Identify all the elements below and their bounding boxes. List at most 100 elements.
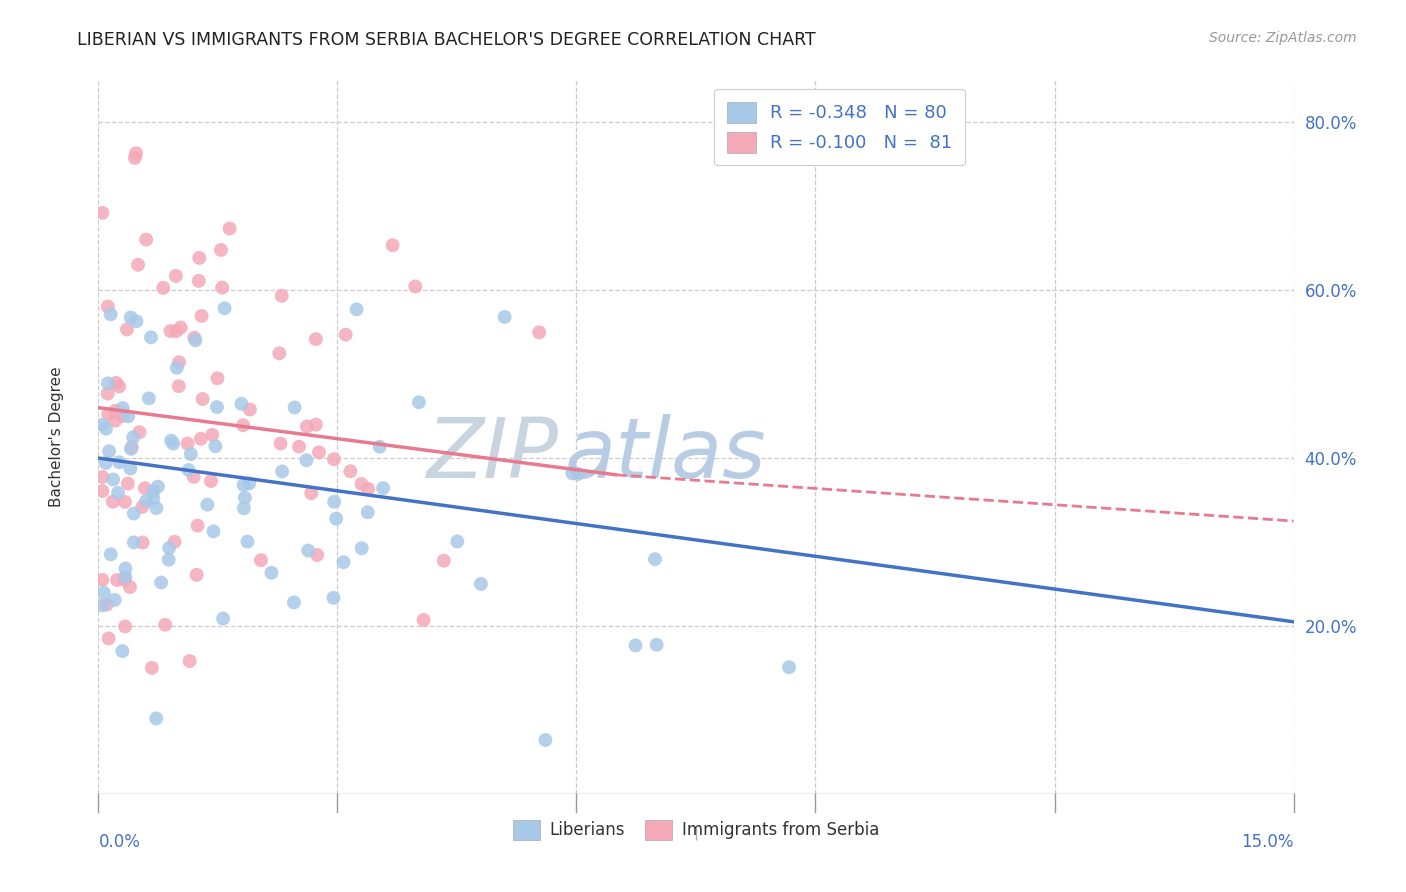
Point: [94, 422, 117, 436]
Point: [404, 279, 426, 293]
Point: [125, 146, 148, 161]
Point: [108, 455, 131, 469]
Point: [325, 511, 347, 525]
Point: [195, 498, 218, 512]
Point: [160, 434, 183, 448]
Point: [209, 243, 232, 257]
Point: [111, 644, 134, 658]
Point: [97, 300, 120, 314]
Text: ZIP: ZIP: [426, 415, 558, 495]
Point: [412, 613, 434, 627]
Point: [299, 486, 322, 500]
Point: [335, 327, 357, 342]
Point: [167, 379, 190, 393]
Point: [91, 470, 114, 484]
Point: [190, 309, 212, 323]
Point: [96, 598, 118, 612]
Point: [120, 442, 142, 456]
Point: [91, 417, 114, 432]
Point: [152, 281, 174, 295]
Point: [269, 346, 291, 360]
Point: [122, 507, 145, 521]
Point: [141, 661, 163, 675]
Point: [91, 573, 114, 587]
Point: [114, 561, 136, 575]
Point: [104, 404, 127, 418]
Point: [159, 324, 181, 338]
Point: [111, 409, 134, 423]
Point: [305, 417, 328, 432]
Point: [122, 430, 145, 444]
Point: [350, 541, 373, 556]
Point: [232, 501, 254, 516]
Point: [131, 500, 153, 514]
Point: [104, 414, 127, 428]
Point: [270, 436, 292, 450]
Point: [204, 439, 226, 453]
Point: [150, 575, 173, 590]
Point: [115, 322, 138, 336]
Point: [105, 573, 128, 587]
Point: [112, 573, 135, 587]
Point: [111, 401, 134, 415]
Point: [645, 638, 668, 652]
Point: [117, 476, 139, 491]
Text: 15.0%: 15.0%: [1241, 833, 1294, 851]
Point: [104, 593, 127, 607]
Point: [494, 310, 516, 324]
Point: [212, 611, 235, 625]
Point: [153, 617, 176, 632]
Point: [138, 392, 160, 406]
Point: [339, 464, 361, 478]
Point: [211, 280, 233, 294]
Point: [91, 206, 114, 220]
Point: [288, 440, 311, 454]
Point: [117, 409, 139, 424]
Point: [167, 355, 190, 369]
Point: [233, 491, 256, 505]
Point: [250, 553, 273, 567]
Point: [350, 477, 373, 491]
Point: [232, 478, 254, 492]
Point: [187, 518, 209, 533]
Point: [368, 440, 391, 454]
Point: [534, 733, 557, 747]
Point: [128, 425, 150, 440]
Point: [103, 473, 125, 487]
Point: [270, 289, 292, 303]
Point: [190, 432, 212, 446]
Point: [260, 566, 283, 580]
Point: [529, 326, 551, 340]
Point: [561, 467, 583, 481]
Point: [134, 481, 156, 495]
Point: [97, 386, 120, 401]
Point: [91, 483, 114, 498]
Point: [135, 233, 157, 247]
Point: [165, 268, 187, 283]
Point: [567, 467, 589, 481]
Point: [97, 408, 120, 422]
Point: [323, 494, 346, 508]
Point: [183, 470, 205, 484]
Point: [145, 711, 167, 725]
Point: [120, 461, 142, 475]
Legend: Liberians, Immigrants from Serbia: Liberians, Immigrants from Serbia: [506, 814, 886, 847]
Point: [778, 660, 800, 674]
Point: [284, 401, 307, 415]
Text: LIBERIAN VS IMMIGRANTS FROM SERBIA BACHELOR'S DEGREE CORRELATION CHART: LIBERIAN VS IMMIGRANTS FROM SERBIA BACHE…: [77, 31, 815, 49]
Point: [205, 400, 228, 414]
Point: [433, 554, 456, 568]
Point: [357, 482, 380, 496]
Point: [239, 402, 262, 417]
Point: [118, 580, 141, 594]
Point: [176, 436, 198, 450]
Point: [200, 474, 222, 488]
Point: [408, 395, 430, 409]
Point: [624, 639, 647, 653]
Point: [121, 440, 143, 454]
Point: [201, 428, 224, 442]
Point: [236, 534, 259, 549]
Point: [97, 376, 120, 391]
Text: Bachelor's Degree: Bachelor's Degree: [49, 367, 65, 508]
Point: [162, 436, 184, 450]
